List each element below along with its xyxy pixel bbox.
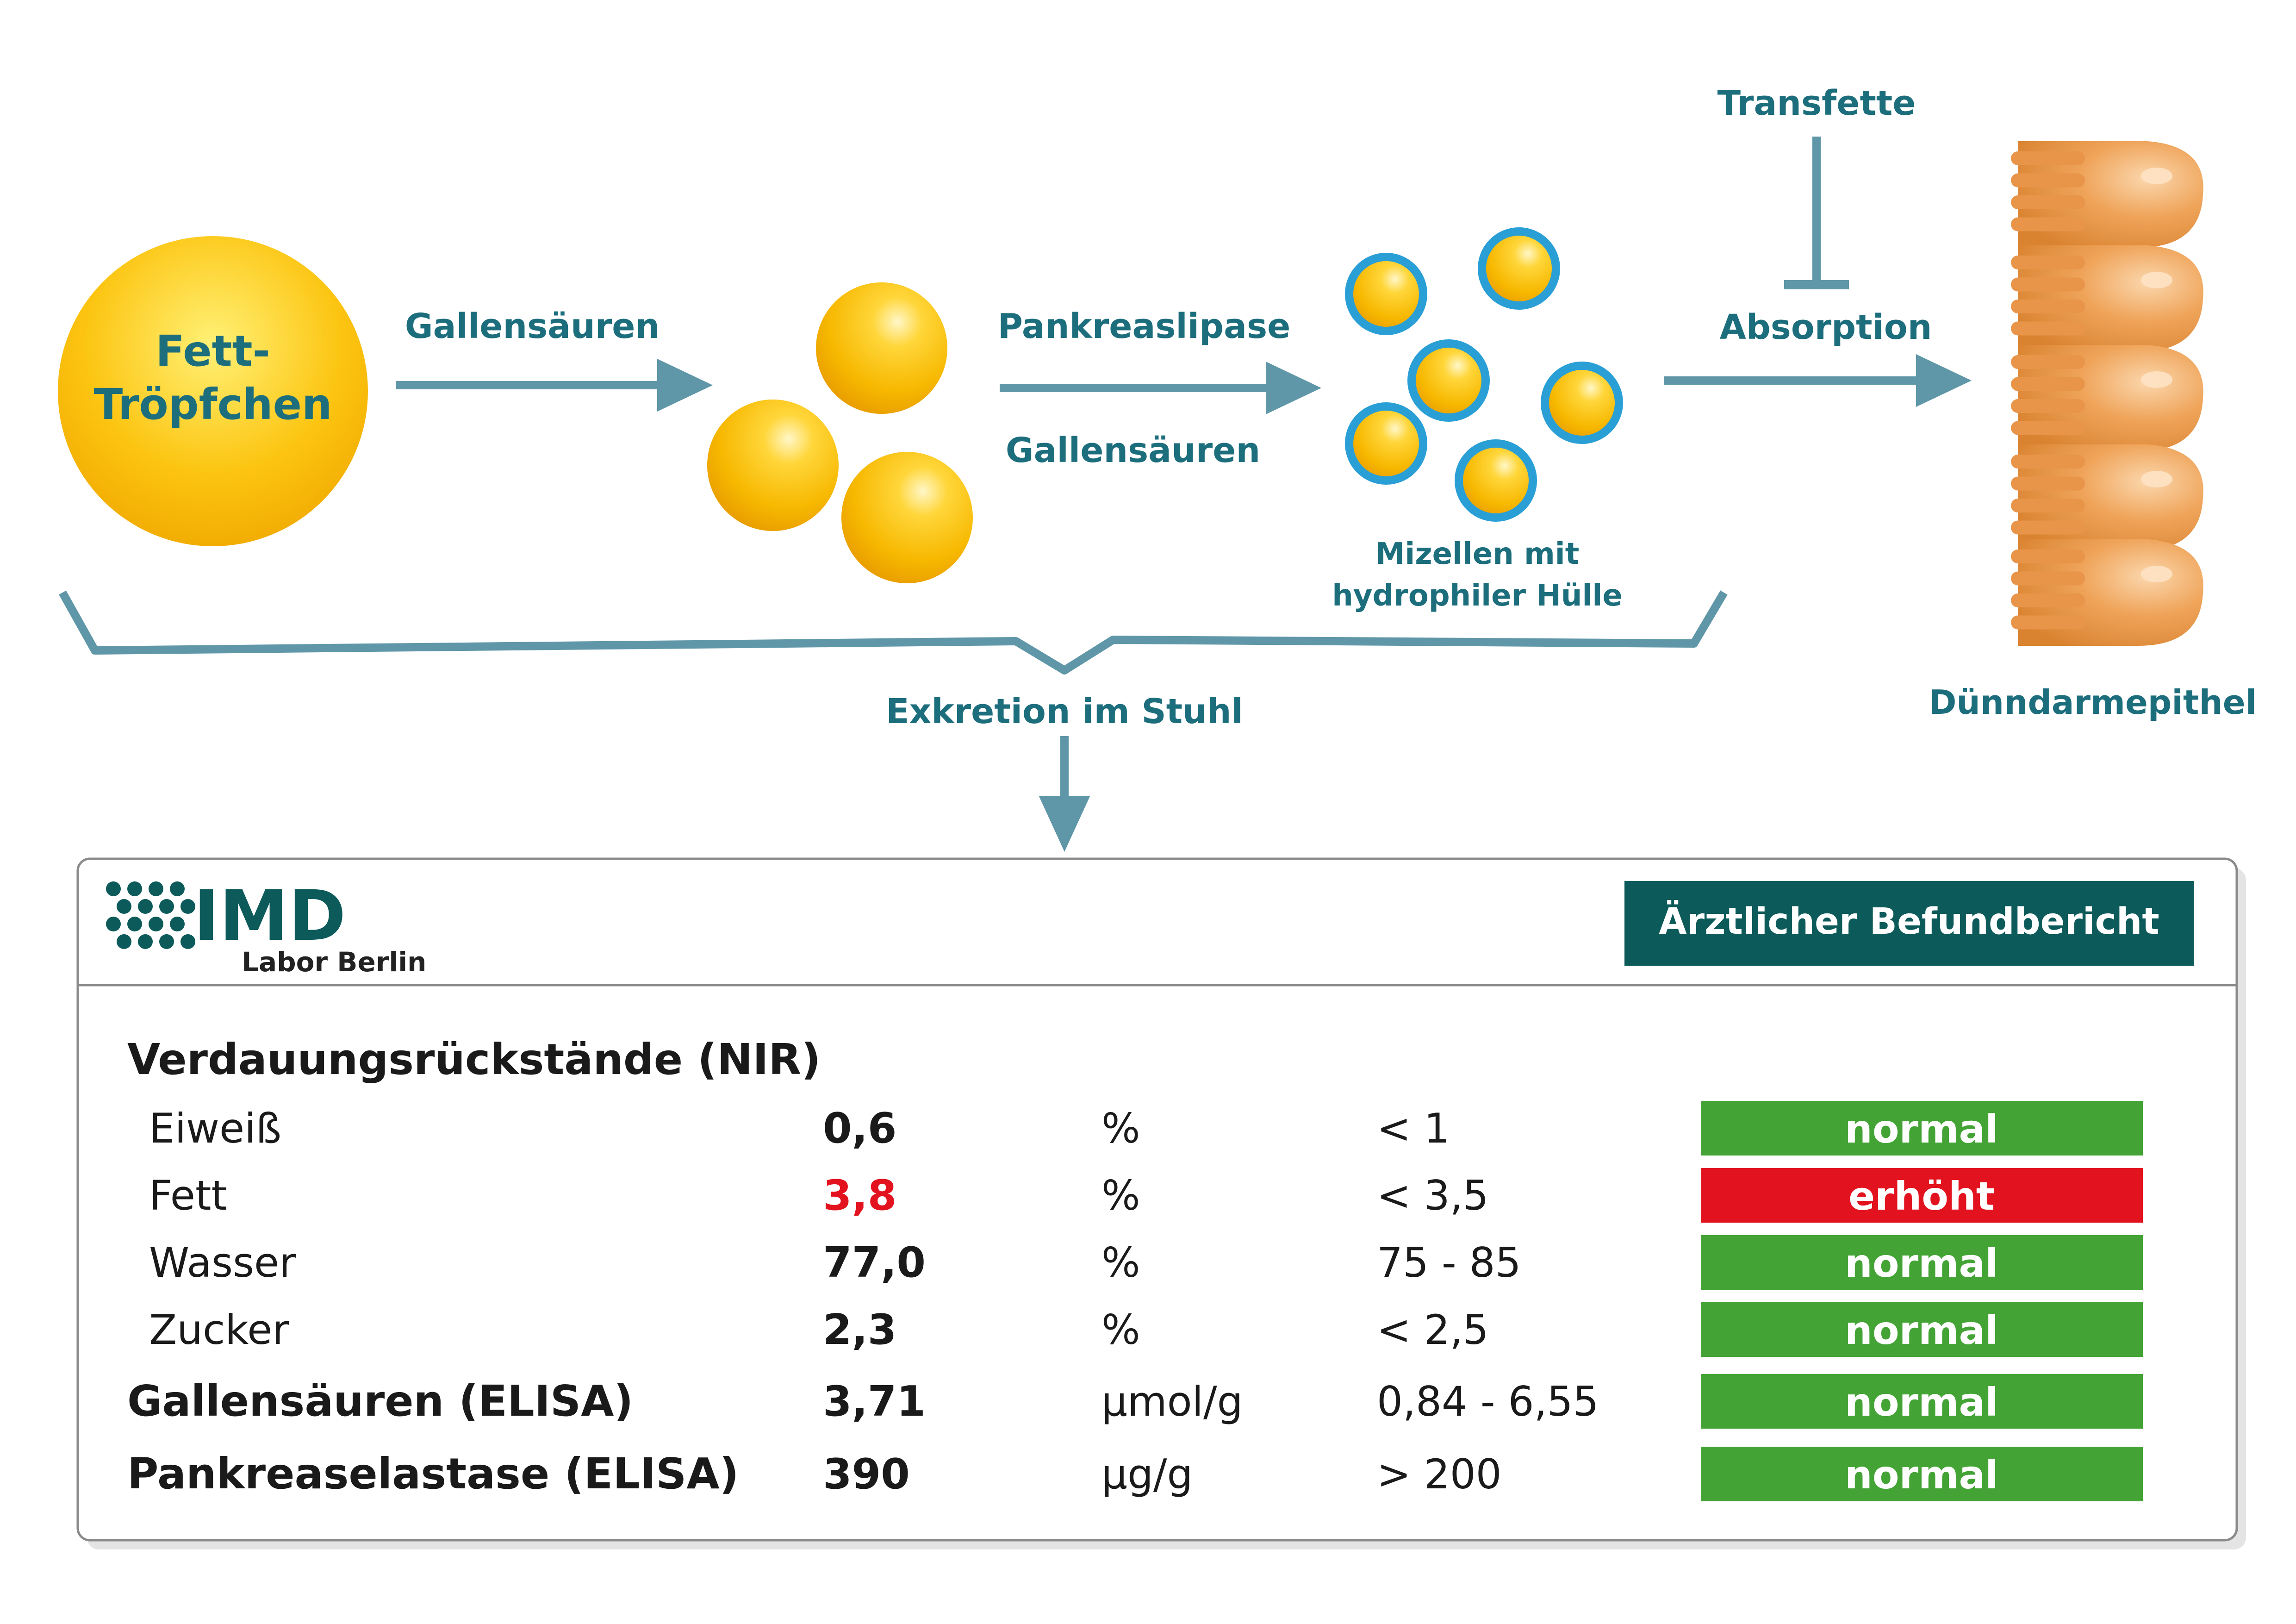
logo-text: IMD [193,876,346,956]
status-badge [1701,1374,2143,1429]
arrow-excretion [1039,736,1090,852]
small-droplet [841,452,973,583]
epithelium-cell [2011,345,2203,451]
row-range: < 2,5 [1377,1306,1489,1354]
row-range: 75 - 85 [1377,1239,1521,1287]
row-range: > 200 [1377,1450,1502,1498]
droplet-label-line2: Tröpfchen [93,380,332,429]
status-badge [1701,1101,2143,1156]
logo-dot [117,899,131,914]
table-row: Fett 3,8% < 3,5 erhöht [149,1168,2143,1223]
status-badge-text: normal [1845,1452,1998,1498]
inhibitor-label: Transfette [1717,83,1916,123]
row-name: Pankreaselastase (ELISA) [127,1449,739,1499]
arrow2-label-top: Pankreaslipase [998,306,1291,346]
row-unit: % [1101,1172,1140,1219]
arrow1-label: Gallensäuren [405,306,660,346]
table-row: Zucker 2,3% < 2,5 normal [149,1302,2143,1357]
report-header-title: Ärztlicher Befundbericht [1659,900,2159,943]
logo-dot [106,881,121,896]
row-value: 3,71 [823,1377,926,1426]
row-value: 390 [823,1450,910,1499]
logo-dot [106,917,121,931]
epithelium-cell [2011,141,2203,248]
table-row: Wasser 77,0% 75 - 85 normal [149,1235,2143,1290]
logo-dot [180,934,195,949]
report-header-box [1624,881,2194,966]
logo-dot [127,881,142,896]
logo-dot [127,917,142,931]
logo-dot [149,917,163,931]
logo-dot [170,917,185,931]
micelle-label-line2: hydrophiler Hülle [1332,579,1623,613]
row-range: < 3,5 [1377,1172,1489,1219]
epithelium-cell [2011,539,2203,646]
status-badge-text: erhöht [1848,1174,1995,1219]
table-row: Eiweiß 0,6% < 1 normal [149,1101,2143,1156]
row-value: 3,8 [823,1171,896,1220]
row-value: 0,6 [823,1104,896,1153]
logo-dot [138,899,153,914]
row-name: Gallensäuren (ELISA) [127,1376,633,1426]
logo-dot [138,934,153,949]
excretion-bracket [59,590,1728,675]
row-unit: µg/g [1101,1450,1193,1498]
status-badge-text: normal [1845,1241,1998,1286]
status-badge [1701,1302,2143,1357]
row-value: 77,0 [823,1238,926,1287]
row-name: Zucker [149,1306,289,1354]
table-row: Gallensäuren (ELISA) 3,71 µmol/g 0,84 - 6,5… [127,1374,2143,1429]
section-title: Verdauungsrückstände (NIR) [127,1035,821,1084]
logo-dot [117,934,131,949]
epithelium-cells [2011,141,2203,646]
row-value: 2,3 [823,1305,896,1354]
row-name: Eiweiß [149,1105,281,1152]
small-droplet [816,282,947,414]
micelle-label-line1: Mizellen mit [1375,537,1580,571]
arrow-lipase [1000,362,1321,414]
row-range: < 1 [1377,1105,1450,1152]
logo-dot [170,881,185,896]
row-unit: % [1101,1239,1140,1287]
logo-dot [149,881,163,896]
results-table: Eiweiß 0,6% < 1 normal Fett 3,8% < 3,5 erhöht Wa… [127,1101,2143,1501]
logo-dot [180,899,195,914]
arrow-bile-acids [396,359,713,412]
epithelium-cell [2011,245,2203,352]
inhibition-symbol [1784,137,1849,289]
row-unit: % [1101,1306,1140,1354]
status-badge-text: normal [1845,1308,1998,1353]
logo-dot [159,899,174,914]
table-row: Pankreaselastase (ELISA) 390 µg/g > 200 norm… [127,1447,2143,1501]
row-range: 0,84 - 6,55 [1377,1378,1599,1425]
arrow2-label-bottom: Gallensäuren [1006,431,1260,470]
droplet-label-line1: Fett- [156,326,270,376]
status-badge-text: normal [1845,1380,1998,1425]
small-droplet [707,400,839,531]
imd-logo-icon [106,881,195,949]
status-badge [1701,1235,2143,1290]
epithelium-label: Dünndarmepithel [1929,683,2257,722]
arrow3-label: Absorption [1720,307,1932,347]
row-name: Wasser [149,1239,296,1287]
arrow-absorption [1664,354,1972,407]
logo-sub: Labor Berlin [242,946,426,978]
status-badge [1701,1168,2143,1223]
logo-dot [159,934,174,949]
row-unit: % [1101,1105,1140,1152]
epithelium-cell [2011,444,2203,551]
micelles [1345,227,1623,522]
status-badge [1701,1447,2143,1501]
fat-droplet [58,236,368,546]
row-unit: µmol/g [1101,1378,1243,1425]
excretion-label: Exkretion im Stuhl [886,692,1243,731]
row-name: Fett [149,1172,227,1219]
status-badge-text: normal [1845,1106,1998,1152]
